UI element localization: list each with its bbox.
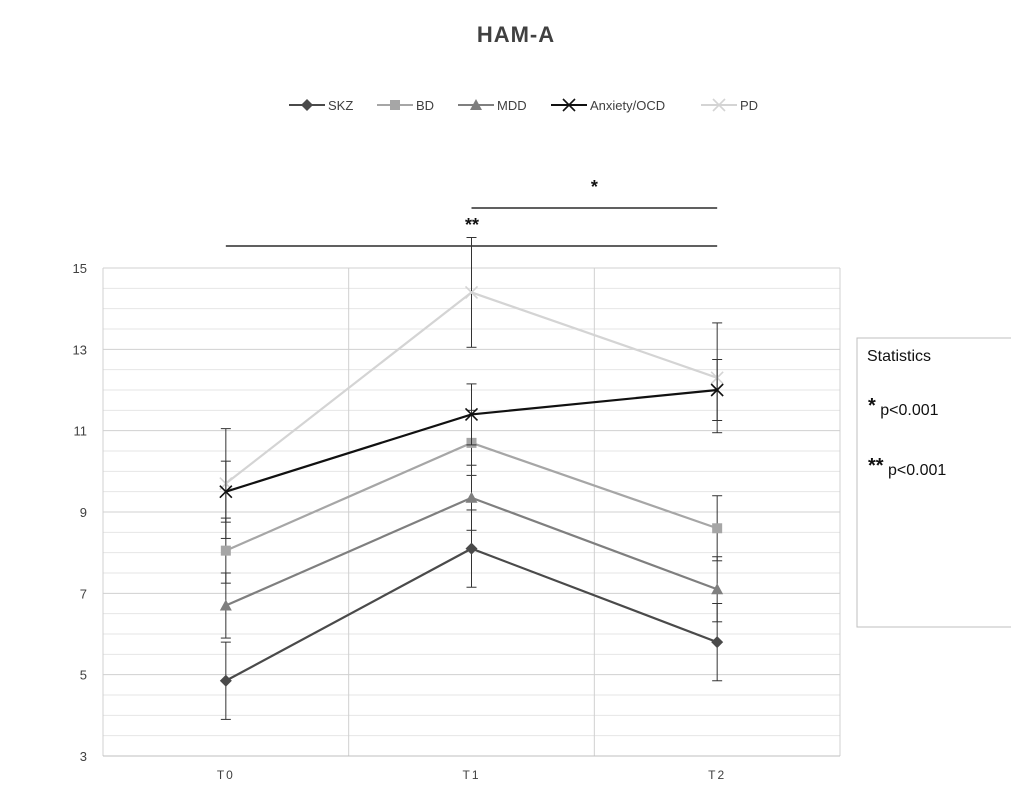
legend-marker xyxy=(712,98,726,112)
x-tick-label: T1 xyxy=(462,768,480,782)
chart-title: HAM-A xyxy=(477,22,555,47)
series-skz xyxy=(219,509,724,720)
significance-label: * xyxy=(591,177,598,197)
legend-marker xyxy=(562,98,576,112)
statistics-entry-1: * p<0.001 xyxy=(868,395,939,419)
data-point xyxy=(219,674,232,687)
data-point xyxy=(219,599,232,611)
legend-label: SKZ xyxy=(328,98,353,113)
data-point xyxy=(710,383,724,397)
statistics-entry-2-text: p<0.001 xyxy=(888,462,946,479)
data-point xyxy=(712,523,723,534)
y-tick-label: 5 xyxy=(80,668,87,683)
y-axis-ticks: 3 5 7 9 11 13 15 xyxy=(73,261,87,764)
legend-item: MDD xyxy=(458,98,527,113)
statistics-box: Statistics * p<0.001 ** p<0.001 xyxy=(856,337,1011,628)
legend-marker xyxy=(301,99,313,111)
significance-bars: *** xyxy=(225,177,718,247)
data-point xyxy=(711,583,724,595)
statistics-entry-2: ** p<0.001 xyxy=(868,455,946,479)
statistics-entry-2-marker: ** xyxy=(868,455,884,477)
legend-label: BD xyxy=(416,98,434,113)
x-tick-label: T0 xyxy=(217,768,235,782)
x-tick-label: T2 xyxy=(708,768,726,782)
data-point xyxy=(464,285,479,299)
legend: SKZ BD MDD Anxiety/OCD PD xyxy=(289,98,758,113)
legend-item: SKZ xyxy=(289,98,353,113)
legend-label: PD xyxy=(740,98,758,113)
y-tick-label: 11 xyxy=(74,424,88,439)
data-point xyxy=(219,485,233,499)
legend-marker xyxy=(390,100,400,110)
significance-bar: * xyxy=(471,177,718,209)
y-tick-label: 3 xyxy=(80,749,87,764)
legend-marker xyxy=(470,99,482,110)
y-tick-label: 13 xyxy=(73,342,87,357)
series-group xyxy=(219,237,724,720)
series-anxiety-ocd xyxy=(219,359,724,523)
statistics-entry-1-text: p<0.001 xyxy=(880,402,938,419)
y-tick-label: 9 xyxy=(80,505,87,520)
y-tick-label: 7 xyxy=(80,586,87,601)
data-point xyxy=(464,407,479,421)
y-tick-label: 15 xyxy=(73,261,87,276)
legend-label: Anxiety/OCD xyxy=(590,98,665,113)
statistics-title: Statistics xyxy=(867,348,931,365)
legend-item: Anxiety/OCD xyxy=(551,98,665,113)
data-point xyxy=(711,636,724,649)
legend-label: MDD xyxy=(497,98,527,113)
x-axis-ticks: T0 T1 T2 xyxy=(217,768,726,782)
legend-item: PD xyxy=(701,98,758,113)
statistics-entry-1-marker: * xyxy=(868,395,876,417)
significance-label: ** xyxy=(465,215,479,235)
data-point xyxy=(465,491,478,503)
data-point xyxy=(465,542,478,555)
data-point xyxy=(220,545,231,556)
legend-item: BD xyxy=(377,98,434,113)
